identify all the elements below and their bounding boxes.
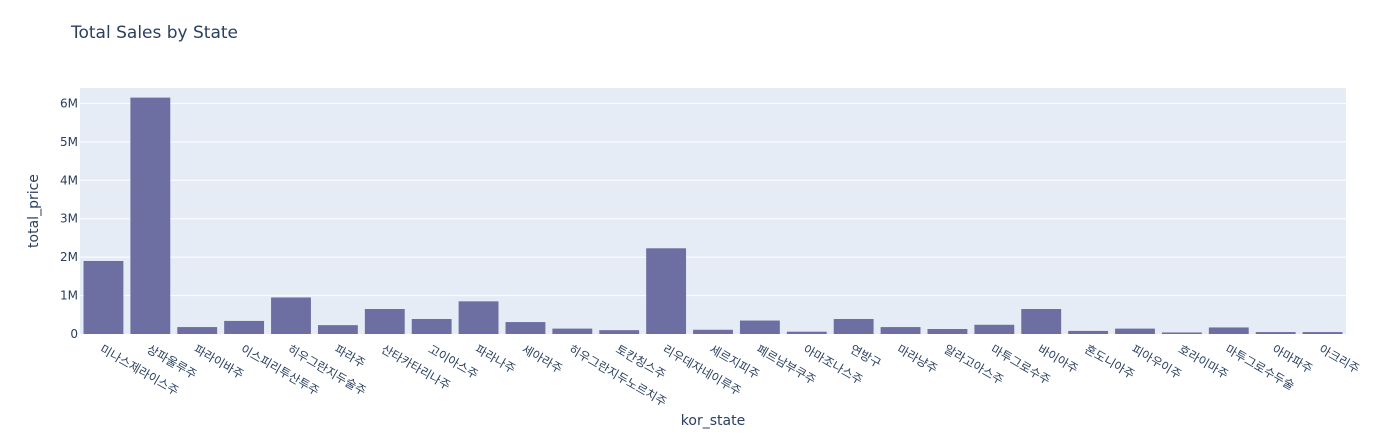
y-tick-label: 0 [70, 327, 78, 341]
y-tick-label: 2M [60, 250, 78, 264]
bar [317, 325, 358, 334]
y-tick-label: 5M [60, 135, 78, 149]
plot-area [80, 88, 1346, 334]
x-tick-label: 히우그란지두술주 [285, 342, 368, 398]
y-axis-ticks: 0 1M 2M 3M 4M 5M 6M [60, 96, 78, 341]
x-tick-label: 아크리주 [1317, 342, 1362, 376]
y-tick-label: 1M [60, 289, 78, 303]
bar [646, 248, 687, 334]
bar [1161, 332, 1202, 334]
bar [1208, 327, 1249, 334]
bar [927, 329, 968, 334]
x-tick-label: 혼도니아주 [1082, 342, 1137, 382]
bar [1115, 328, 1155, 334]
x-tick-label: 파라이바주 [191, 342, 246, 382]
bar [599, 330, 640, 334]
bar [833, 319, 874, 334]
bar [552, 328, 593, 334]
y-tick-label: 6M [60, 96, 78, 110]
bar [83, 260, 124, 334]
x-tick-label: 세아라주 [520, 342, 565, 376]
bar [1255, 332, 1296, 334]
bar [880, 327, 921, 334]
bar [693, 329, 733, 334]
bar [364, 309, 405, 334]
bar [1068, 330, 1109, 334]
bar [224, 320, 265, 334]
bar [458, 301, 499, 334]
y-tick-label: 4M [60, 173, 78, 187]
x-tick-label: 이스피리투산투주 [238, 342, 321, 398]
gridlines [80, 102, 1346, 297]
bar [1302, 332, 1343, 334]
x-axis-title: kor_state [681, 413, 745, 429]
x-tick-label: 연방구 [848, 342, 884, 371]
bar [739, 320, 780, 334]
bar [271, 297, 311, 334]
bar [177, 327, 218, 334]
x-tick-label: 피아우이주 [1129, 342, 1184, 382]
x-tick-label: 호라이마주 [1176, 342, 1231, 382]
y-axis-title: total_price [26, 174, 42, 248]
bar [411, 319, 452, 334]
bar [786, 331, 827, 334]
bar [130, 97, 171, 334]
x-tick-label: 마라냥주 [895, 342, 940, 376]
y-tick-label: 3M [60, 212, 78, 226]
x-tick-label: 파라주 [332, 342, 368, 371]
x-tick-label: 미나스제라이스주 [98, 342, 181, 398]
bar [505, 322, 546, 334]
x-tick-label: 리우데자네이루주 [660, 342, 743, 398]
bars [83, 97, 1343, 334]
bar [974, 324, 1015, 334]
bar [1021, 309, 1062, 334]
chart-title: Total Sales by State [70, 23, 238, 43]
